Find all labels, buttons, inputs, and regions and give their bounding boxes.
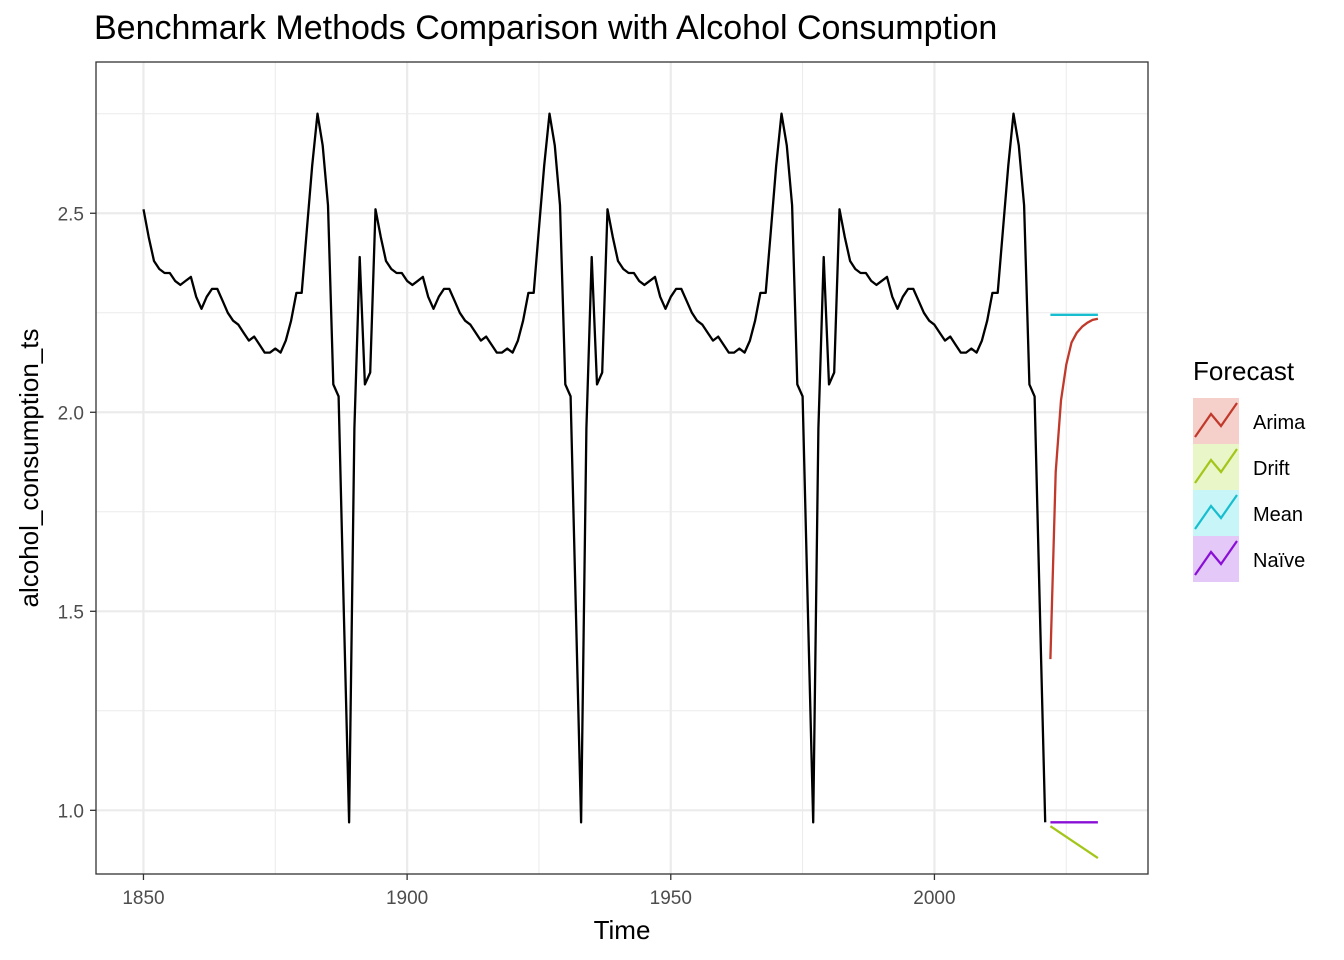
y-tick-label: 1.5 <box>58 602 84 623</box>
legend-key-line <box>1194 402 1238 438</box>
y-tick-label: 2.5 <box>58 204 84 225</box>
axis-ticks: 1850 1900 1950 2000 1.0 1.5 2.0 2.5 <box>58 204 956 909</box>
chart-title: Benchmark Methods Comparison with Alcoho… <box>94 9 997 47</box>
legend-label-naïve: Naïve <box>1253 550 1305 572</box>
history-line <box>142 112 1047 824</box>
forecast-line-arima <box>1049 317 1099 660</box>
plot-panel <box>96 62 1148 874</box>
forecast-line-drift <box>1049 825 1099 860</box>
x-tick-label: 1950 <box>650 888 692 909</box>
legend-key-line <box>1194 540 1238 576</box>
legend-label-mean: Mean <box>1253 504 1303 526</box>
x-axis-title: Time <box>594 915 651 945</box>
legend-label-arima: Arima <box>1253 412 1306 434</box>
x-tick-label: 1850 <box>122 888 164 909</box>
legend-key-line <box>1194 494 1238 530</box>
x-tick-label: 2000 <box>913 888 955 909</box>
legend-label-drift: Drift <box>1253 458 1290 480</box>
legend: Forecast Arima Drift Mean Naïve <box>1193 356 1306 582</box>
y-tick-label: 2.0 <box>58 403 84 424</box>
legend-title: Forecast <box>1193 356 1295 386</box>
legend-key-line <box>1194 448 1238 484</box>
y-axis-title: alcohol_consumption_ts <box>14 329 44 608</box>
series-layer <box>142 112 1099 860</box>
major-grid <box>96 62 1148 874</box>
y-tick-label: 1.0 <box>58 801 84 822</box>
plot-border <box>95 61 1149 875</box>
minor-grid <box>96 62 1148 874</box>
x-tick-label: 1900 <box>386 888 428 909</box>
